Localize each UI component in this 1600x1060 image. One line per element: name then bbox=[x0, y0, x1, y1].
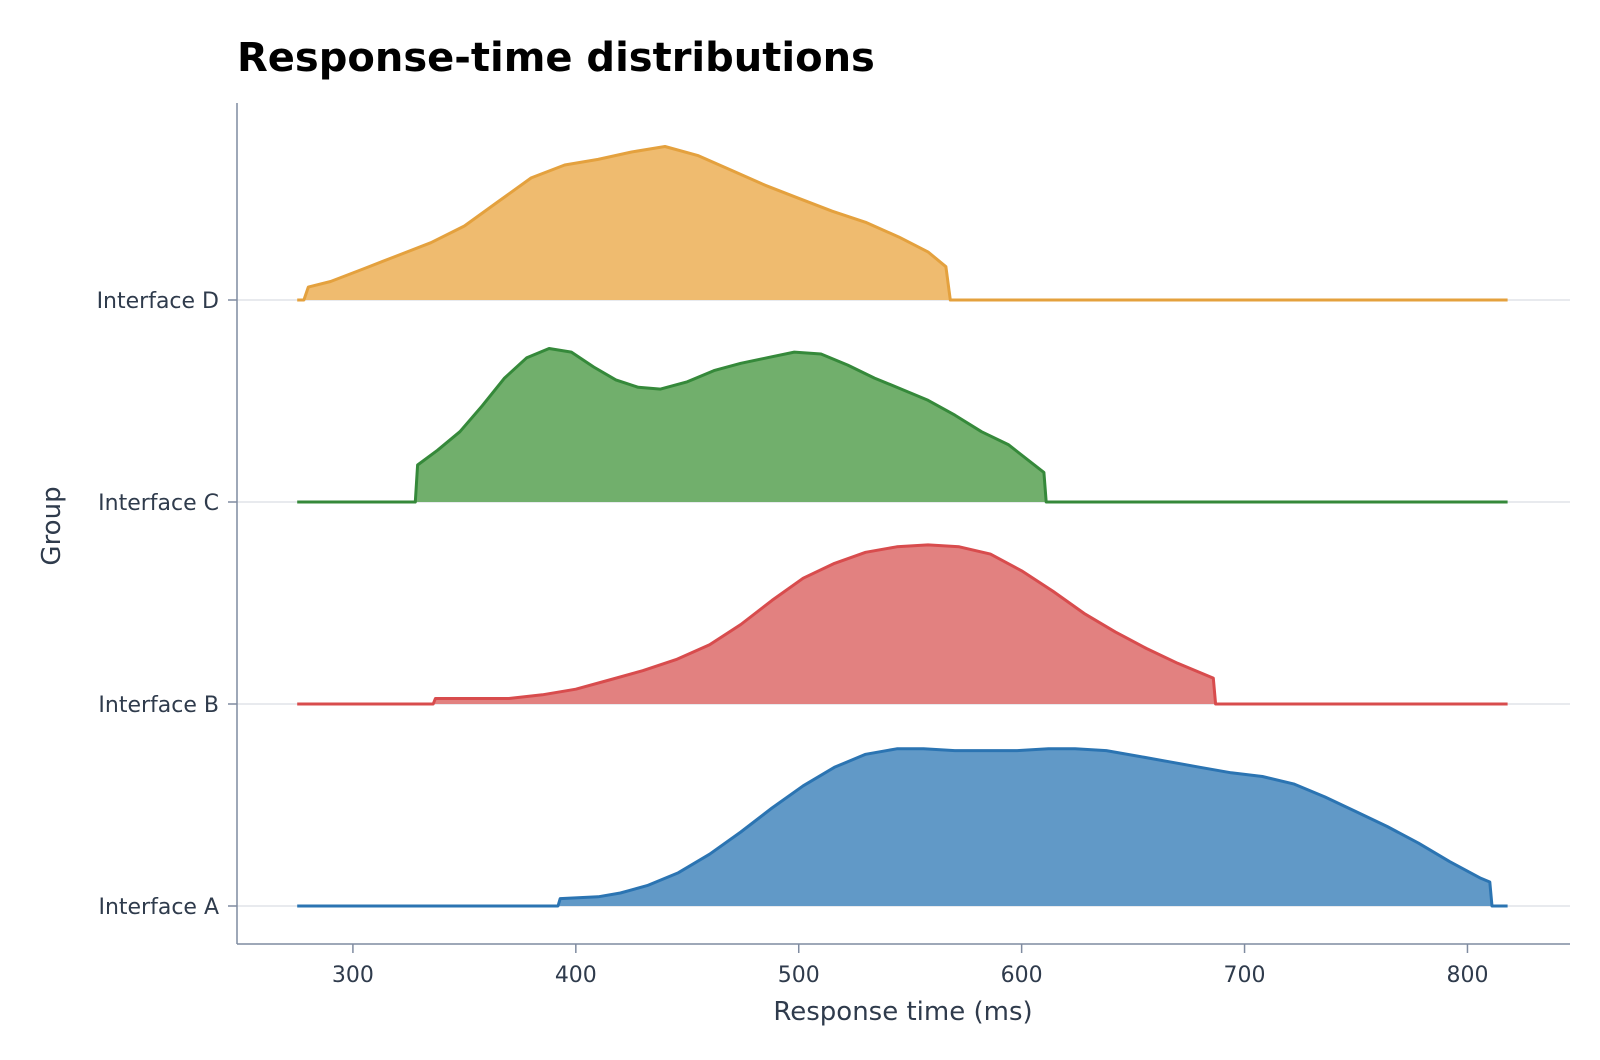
x-tick-label: 600 bbox=[1001, 963, 1043, 988]
ridge-interface-d bbox=[297, 145, 1508, 302]
ridge-outline bbox=[297, 347, 1508, 504]
y-tick-label: Interface C bbox=[98, 491, 219, 516]
x-tick-label: 700 bbox=[1224, 963, 1266, 988]
y-tick-label: Interface A bbox=[98, 895, 219, 920]
y-tick-label: Interface D bbox=[97, 289, 219, 314]
ridges bbox=[297, 145, 1508, 908]
x-tick-label: 800 bbox=[1446, 963, 1488, 988]
x-tick-label: 300 bbox=[332, 963, 374, 988]
x-axis-label: Response time (ms) bbox=[773, 997, 1032, 1027]
x-ticks: 300 400 500 600 700 800 bbox=[332, 944, 1488, 988]
ridge-area bbox=[297, 348, 1508, 502]
x-tick-label: 500 bbox=[778, 963, 820, 988]
x-tick-label: 400 bbox=[555, 963, 597, 988]
axes bbox=[236, 103, 1570, 945]
ridge-area bbox=[297, 748, 1508, 906]
ridge-area bbox=[297, 146, 1508, 300]
ridge-outline bbox=[297, 145, 1508, 302]
ridge-area bbox=[297, 544, 1508, 704]
y-tick-label: Interface B bbox=[98, 693, 219, 718]
ridge-outline bbox=[297, 543, 1508, 706]
ridge-interface-c bbox=[297, 347, 1508, 504]
y-axis-label: Group bbox=[37, 486, 67, 565]
ridge-outline bbox=[297, 747, 1508, 908]
chart-title: Response-time distributions bbox=[237, 35, 875, 81]
y-ticks: Interface A Interface B Interface C Interfa… bbox=[97, 289, 237, 920]
ridge-interface-a bbox=[297, 747, 1508, 908]
ridge-interface-b bbox=[297, 543, 1508, 706]
